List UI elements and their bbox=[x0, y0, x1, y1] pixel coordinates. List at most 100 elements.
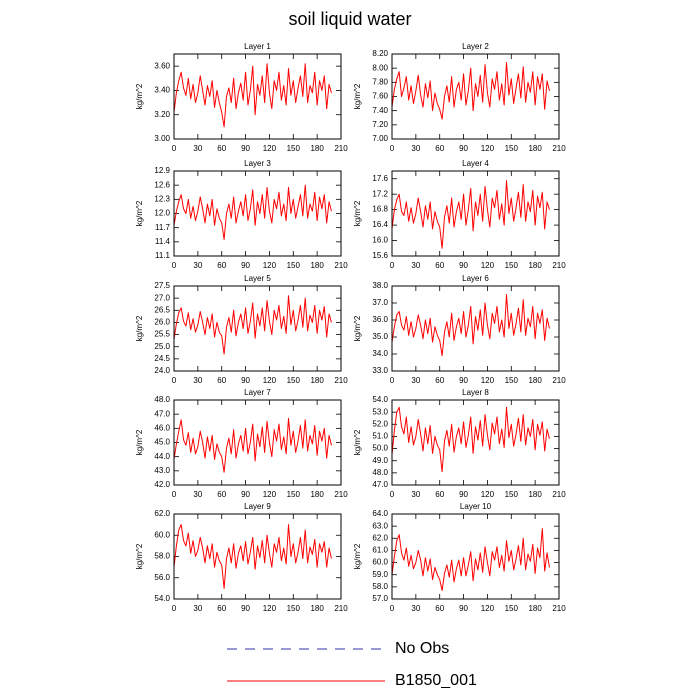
y-tick-label: 52.0 bbox=[372, 419, 388, 428]
x-tick-label: 30 bbox=[193, 376, 202, 385]
x-tick-label: 30 bbox=[193, 490, 202, 499]
y-axis-label: kg/m^2 bbox=[353, 543, 362, 569]
y-tick-label: 25.5 bbox=[154, 330, 170, 339]
y-tick-label: 16.4 bbox=[372, 220, 388, 229]
x-tick-label: 210 bbox=[334, 144, 348, 153]
y-tick-label: 60.0 bbox=[154, 530, 170, 539]
x-tick-label: 180 bbox=[528, 376, 542, 385]
plot-frame bbox=[173, 53, 342, 140]
x-tick-label: 90 bbox=[241, 604, 250, 613]
x-tick-label: 210 bbox=[552, 261, 566, 270]
panel: Layer 10 kg/m^2 57.0 58.0 59.0 60.0 61.0 62.0 63… bbox=[353, 502, 566, 613]
y-tick-label: 16.8 bbox=[372, 205, 388, 214]
y-tick-label: 12.6 bbox=[154, 180, 170, 189]
y-tick-label: 7.80 bbox=[372, 77, 388, 86]
panel: Layer 9 kg/m^2 54.0 56.0 58.0 60.0 62.0 0 30 60 90… bbox=[135, 502, 348, 613]
y-tick-label: 26.5 bbox=[154, 305, 170, 314]
x-tick-label: 120 bbox=[263, 261, 277, 270]
y-tick-label: 46.0 bbox=[154, 423, 170, 432]
y-tick-label: 11.1 bbox=[155, 251, 171, 260]
y-tick-label: 24.5 bbox=[154, 354, 170, 363]
x-tick-label: 210 bbox=[334, 604, 348, 613]
y-tick-label: 37.0 bbox=[372, 298, 388, 307]
y-tick-label: 26.0 bbox=[154, 318, 170, 327]
x-tick-label: 0 bbox=[172, 261, 177, 270]
y-tick-label: 60.0 bbox=[372, 558, 388, 567]
panel: Layer 1 kg/m^2 3.00 3.20 3.40 3.60 0 30 60 90 120 1… bbox=[135, 42, 348, 153]
y-tick-label: 54.0 bbox=[372, 395, 388, 404]
y-tick-label: 3.40 bbox=[154, 86, 170, 95]
x-tick-label: 60 bbox=[435, 144, 444, 153]
x-tick-label: 120 bbox=[263, 144, 277, 153]
x-tick-label: 180 bbox=[528, 490, 542, 499]
x-tick-label: 210 bbox=[552, 144, 566, 153]
y-tick-label: 49.0 bbox=[372, 456, 388, 465]
x-tick-label: 210 bbox=[552, 604, 566, 613]
x-tick-label: 90 bbox=[241, 490, 250, 499]
x-tick-label: 60 bbox=[435, 490, 444, 499]
data-line bbox=[391, 180, 550, 249]
y-tick-label: 33.0 bbox=[372, 366, 388, 375]
x-tick-label: 60 bbox=[217, 144, 226, 153]
data-line bbox=[173, 184, 332, 240]
x-tick-label: 30 bbox=[411, 261, 420, 270]
y-axis-label: kg/m^2 bbox=[353, 83, 362, 109]
x-tick-label: 90 bbox=[459, 490, 468, 499]
panel-title: Layer 6 bbox=[462, 274, 489, 283]
y-tick-label: 50.0 bbox=[372, 444, 388, 453]
y-tick-label: 34.0 bbox=[372, 349, 388, 358]
plot-frame bbox=[173, 513, 342, 600]
x-tick-label: 120 bbox=[481, 261, 495, 270]
x-tick-label: 60 bbox=[435, 261, 444, 270]
x-tick-label: 60 bbox=[217, 376, 226, 385]
panel-title: Layer 7 bbox=[244, 388, 271, 397]
plot-frame bbox=[391, 399, 560, 486]
x-tick-label: 30 bbox=[411, 490, 420, 499]
plot-frame bbox=[173, 399, 342, 486]
x-tick-label: 180 bbox=[528, 144, 542, 153]
y-tick-label: 17.6 bbox=[372, 174, 388, 183]
x-tick-label: 150 bbox=[287, 144, 301, 153]
panel: Layer 6 kg/m^2 33.0 34.0 35.0 36.0 37.0 38.0 0 30… bbox=[353, 274, 566, 385]
x-tick-label: 210 bbox=[552, 376, 566, 385]
data-line bbox=[391, 528, 550, 591]
y-tick-label: 12.0 bbox=[154, 209, 170, 218]
x-tick-label: 210 bbox=[334, 261, 348, 270]
y-tick-label: 7.20 bbox=[372, 120, 388, 129]
x-tick-label: 180 bbox=[310, 376, 324, 385]
legend-label: B1850_001 bbox=[395, 672, 477, 689]
x-tick-label: 90 bbox=[459, 261, 468, 270]
data-line bbox=[391, 406, 550, 473]
y-tick-label: 25.0 bbox=[154, 342, 170, 351]
y-tick-label: 11.4 bbox=[155, 237, 171, 246]
x-tick-label: 0 bbox=[172, 490, 177, 499]
y-tick-label: 47.0 bbox=[154, 409, 170, 418]
legend-label: No Obs bbox=[395, 640, 449, 657]
data-line bbox=[173, 417, 332, 473]
x-tick-label: 120 bbox=[481, 604, 495, 613]
plot-frame bbox=[391, 53, 560, 140]
y-tick-label: 45.0 bbox=[154, 438, 170, 447]
x-tick-label: 0 bbox=[390, 261, 395, 270]
x-tick-label: 120 bbox=[263, 376, 277, 385]
x-tick-label: 120 bbox=[263, 604, 277, 613]
x-tick-label: 180 bbox=[310, 490, 324, 499]
y-axis-label: kg/m^2 bbox=[135, 200, 144, 226]
y-tick-label: 3.20 bbox=[154, 110, 170, 119]
y-tick-label: 53.0 bbox=[372, 407, 388, 416]
y-axis-label: kg/m^2 bbox=[135, 83, 144, 109]
x-tick-label: 30 bbox=[411, 376, 420, 385]
y-tick-label: 58.0 bbox=[372, 582, 388, 591]
figure-title: soil liquid water bbox=[288, 9, 411, 29]
y-tick-label: 11.7 bbox=[155, 223, 171, 232]
x-tick-label: 120 bbox=[481, 376, 495, 385]
y-tick-label: 57.0 bbox=[372, 594, 388, 603]
y-tick-label: 43.0 bbox=[154, 466, 170, 475]
y-axis-label: kg/m^2 bbox=[135, 315, 144, 341]
data-line bbox=[173, 63, 332, 128]
y-tick-label: 27.0 bbox=[154, 293, 170, 302]
y-tick-label: 12.9 bbox=[154, 166, 170, 175]
panel-title: Layer 5 bbox=[244, 274, 271, 283]
x-tick-label: 150 bbox=[287, 261, 301, 270]
y-tick-label: 15.6 bbox=[372, 251, 388, 260]
